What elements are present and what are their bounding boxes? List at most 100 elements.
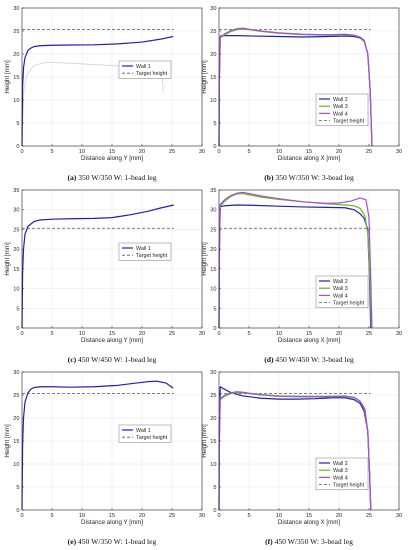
legend-label: Wall 2 (333, 279, 348, 285)
x-axis-label: Distance along X [mm] (278, 155, 341, 162)
y-tick-label: 0 (213, 326, 216, 332)
caption-text: 350 W/350 W: 1-bead leg (76, 173, 156, 182)
legend-label: Target height (136, 435, 168, 441)
x-tick-label: 0 (217, 513, 220, 519)
y-tick-label: 10 (13, 287, 19, 293)
chart-panel-a: 0 5 10 15 20 25 30 0 5 10 15 20 25 30 Distance along Y… (4, 6, 205, 182)
x-tick-label: 10 (79, 331, 85, 337)
legend-label: Wall 1 (136, 64, 151, 70)
legend-label: Target height (333, 483, 365, 489)
x-tick-label: 0 (217, 149, 220, 155)
y-tick-label: 20 (210, 247, 216, 253)
legend-label: Wall 4 (333, 111, 348, 117)
y-tick-label: 15 (210, 439, 216, 445)
series-line-wall-2 (218, 386, 372, 511)
y-tick-label: 30 (210, 6, 216, 12)
x-tick-label: 20 (336, 513, 342, 519)
y-tick-label: 20 (13, 247, 19, 253)
y-tick-label: 15 (210, 75, 216, 81)
series-line-wall-4 (218, 191, 373, 329)
x-tick-label: 5 (50, 513, 53, 519)
y-tick-label: 30 (13, 208, 19, 214)
y-tick-label: 20 (13, 52, 19, 58)
caption-text: 450 W/350 W: 1-bead leg (76, 537, 156, 546)
caption-label: (a) (67, 173, 76, 182)
x-tick-label: 15 (306, 513, 312, 519)
y-tick-label: 10 (210, 98, 216, 104)
x-tick-label: 20 (336, 331, 342, 337)
y-tick-label: 20 (13, 416, 19, 422)
y-tick-label: 15 (13, 267, 19, 273)
legend-box (118, 424, 172, 443)
series-line-wall-1 (21, 35, 174, 147)
legend-label: Target height (136, 253, 168, 259)
legend-label: Wall 3 (333, 468, 348, 474)
x-tick-label: 25 (169, 331, 175, 337)
series-line-wall-1 (21, 204, 174, 329)
y-tick-label: 25 (210, 227, 216, 233)
y-axis-label: Height [mm] (201, 242, 208, 276)
series-line-wall-4 (218, 27, 373, 147)
x-tick-label: 30 (396, 149, 402, 155)
y-tick-label: 20 (210, 416, 216, 422)
chart-panel-b: 0 5 10 15 20 25 30 0 5 10 15 20 25 30 Distance along X… (201, 6, 402, 182)
x-tick-label: 5 (50, 149, 53, 155)
x-tick-label: 10 (79, 149, 85, 155)
legend-label: Wall 4 (333, 475, 348, 481)
panel-caption: (b) 350 W/350 W: 3-bead leg (264, 173, 354, 182)
y-tick-label: 0 (213, 144, 216, 150)
y-tick-label: 25 (13, 393, 19, 399)
x-tick-label: 0 (20, 513, 23, 519)
x-axis-label: Distance along Y [mm] (81, 155, 143, 162)
legend-label: Wall 3 (333, 286, 348, 292)
y-tick-label: 0 (16, 326, 19, 332)
y-axis-label: Height [mm] (201, 60, 208, 94)
x-tick-label: 25 (366, 513, 372, 519)
caption-text: 450 W/450 W: 1-bead leg (76, 355, 156, 364)
y-tick-label: 5 (16, 121, 19, 127)
y-axis-label: Height [mm] (201, 424, 208, 458)
legend-label: Target height (136, 71, 168, 77)
x-tick-label: 0 (20, 331, 23, 337)
series-line-wall-1 (21, 380, 174, 511)
y-tick-label: 5 (16, 485, 19, 491)
x-tick-label: 30 (199, 331, 205, 337)
y-tick-label: 5 (213, 121, 216, 127)
y-tick-label: 15 (13, 75, 19, 81)
x-tick-label: 15 (109, 149, 115, 155)
y-tick-label: 15 (210, 267, 216, 273)
y-tick-label: 10 (13, 98, 19, 104)
x-tick-label: 0 (20, 149, 23, 155)
series-line-wall-3 (218, 192, 372, 329)
caption-text: 450 W/450 W: 3-bead leg (274, 355, 354, 364)
x-tick-label: 20 (336, 149, 342, 155)
y-tick-label: 5 (213, 306, 216, 312)
y-tick-label: 35 (13, 188, 19, 194)
y-tick-label: 0 (213, 508, 216, 514)
legend-label: Target height (333, 301, 365, 307)
x-axis-label: Distance along Y [mm] (81, 519, 143, 526)
legend-label: Wall 2 (333, 97, 348, 103)
panel-caption: (f) 450 W/350 W: 3-bead leg (265, 537, 353, 546)
legend-label: Wall 1 (136, 246, 151, 252)
x-tick-label: 30 (396, 513, 402, 519)
y-tick-label: 30 (13, 370, 19, 376)
y-tick-label: 20 (210, 52, 216, 58)
panel-caption: (a) 350 W/350 W: 1-bead leg (67, 173, 156, 182)
panel-caption: (c) 450 W/450 W: 1-bead leg (68, 355, 157, 364)
y-tick-label: 10 (210, 462, 216, 468)
caption-label: (c) (68, 355, 77, 364)
x-tick-label: 25 (169, 513, 175, 519)
y-tick-label: 0 (16, 144, 19, 150)
x-tick-label: 30 (396, 331, 402, 337)
y-tick-label: 10 (13, 462, 19, 468)
y-tick-label: 10 (210, 287, 216, 293)
caption-text: 350 W/350 W: 3-bead leg (274, 173, 354, 182)
y-tick-label: 30 (13, 6, 19, 12)
